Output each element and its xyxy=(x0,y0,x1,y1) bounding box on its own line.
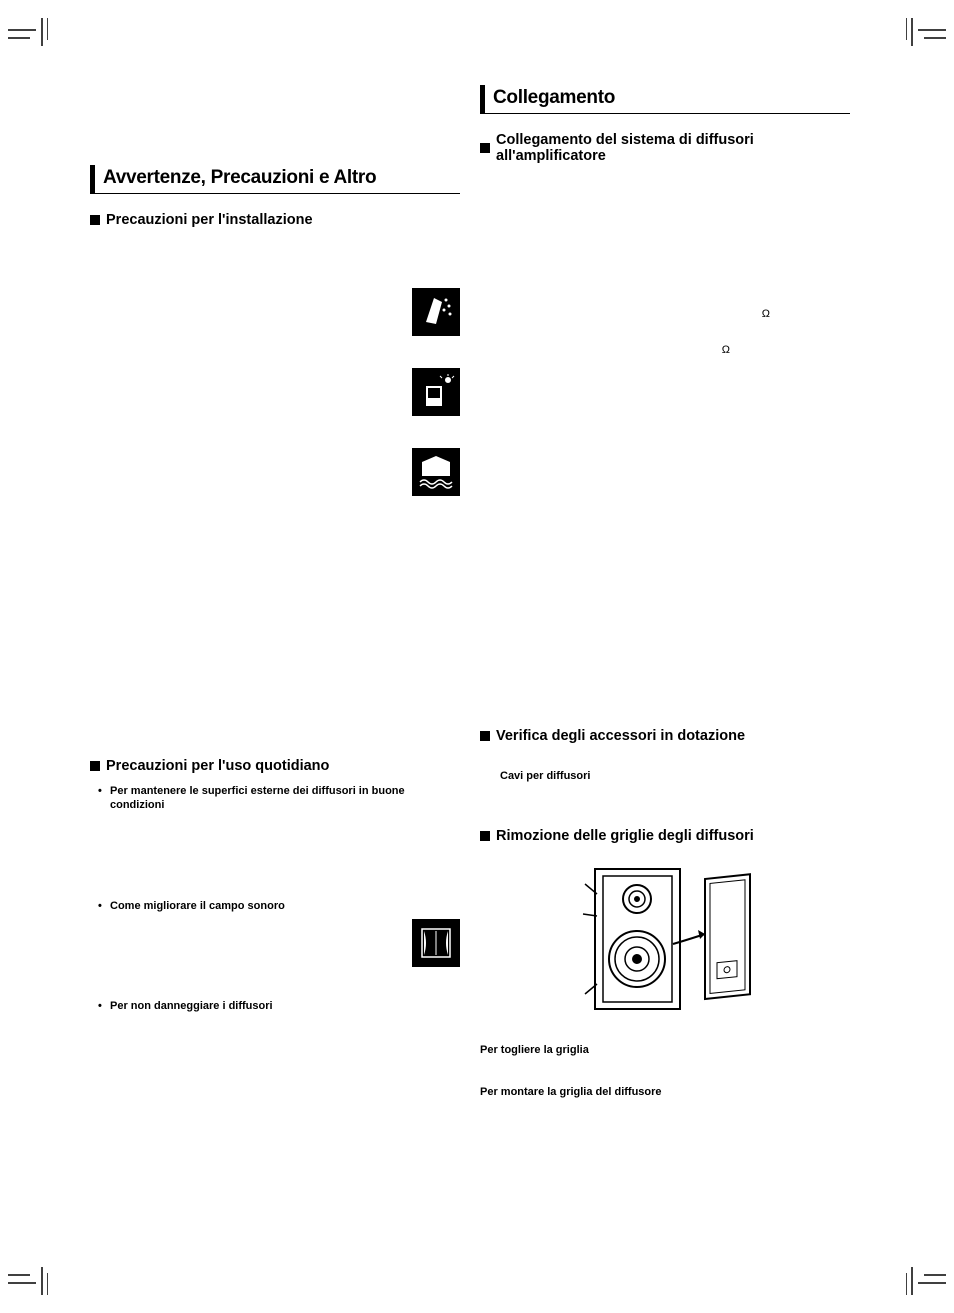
impedance-value-2: Ω xyxy=(710,344,730,356)
section-title-warnings: Avvertenze, Precauzioni e Altro xyxy=(90,165,460,194)
sunlight-icon xyxy=(412,368,460,416)
crop-mark-bl xyxy=(8,1255,48,1295)
accessory-speaker-cables: Cavi per diffusori xyxy=(480,770,850,782)
left-column: Avvertenze, Precauzioni e Altro Precauzi… xyxy=(90,165,460,1019)
water-splash-icon xyxy=(412,288,460,336)
impedance-value-1: Ω xyxy=(750,308,770,320)
subheading-install-precautions: Precauzioni per l'installazione xyxy=(90,212,460,228)
bullet-surface-care: Per mantenere le superfici esterne dei d… xyxy=(90,784,460,813)
subheading-accessories: Verifica degli accessori in dotazione xyxy=(480,728,850,744)
subheading-amp-connection: Collegamento del sistema di diffusori al… xyxy=(480,132,850,164)
crop-mark-br xyxy=(906,1255,946,1295)
speaker-grille-diagram xyxy=(555,854,775,1024)
crop-mark-tr xyxy=(906,18,946,58)
curtain-icon xyxy=(412,919,460,967)
subheading-grille-removal: Rimozione delle griglie degli diffusori xyxy=(480,828,850,844)
right-column: Collegamento Collegamento del sistema di… xyxy=(480,85,850,1104)
section-title-connection: Collegamento xyxy=(480,85,850,114)
crop-mark-tl xyxy=(8,18,48,58)
humidity-icon xyxy=(412,448,460,496)
subheading-daily-precautions: Precauzioni per l'uso quotidiano xyxy=(90,758,460,774)
label-mount-grille: Per montare la griglia del diffusore xyxy=(480,1086,850,1098)
bullet-no-damage: Per non danneggiare i diffusori xyxy=(90,999,460,1013)
bullet-sound-field: Come migliorare il campo sonoro xyxy=(90,899,460,913)
label-remove-grille: Per togliere la griglia xyxy=(480,1044,850,1056)
